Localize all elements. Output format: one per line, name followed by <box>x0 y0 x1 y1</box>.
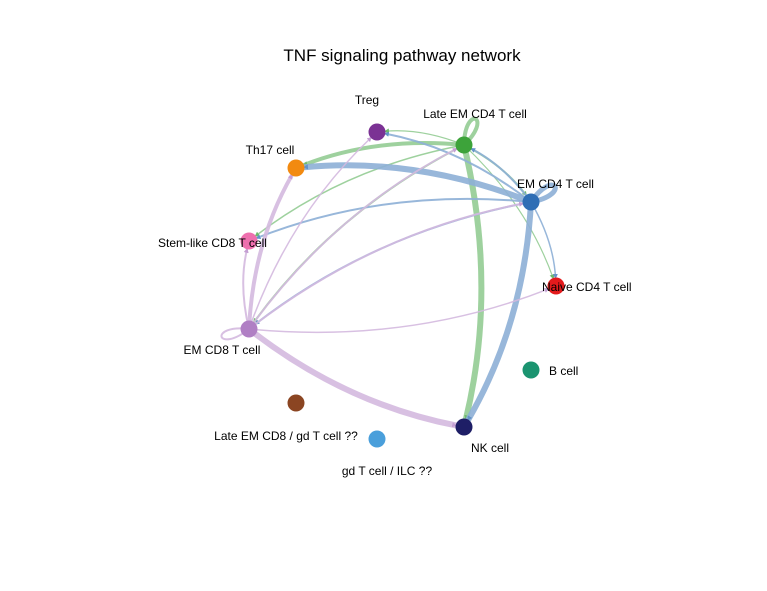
edge-late_em_cd4-to-late_em_cd4 <box>462 116 480 147</box>
node-gd-ilc <box>368 430 386 448</box>
edge-em_cd8-to-th17 <box>247 172 295 331</box>
edge-em_cd4-to-stem_cd8 <box>255 197 532 240</box>
node-layer <box>240 123 565 448</box>
node-late-em-cd4 <box>455 136 473 154</box>
edge-em_cd4-to-nk <box>465 199 534 424</box>
node-em-cd4 <box>522 193 540 211</box>
node-label-b-cell: B cell <box>549 364 578 378</box>
edge-em_cd8-to-late_em_cd4 <box>248 147 458 330</box>
edge-em_cd8-to-stem_cd8 <box>242 247 250 330</box>
node-b-cell <box>522 361 540 379</box>
label-layer: Treg Late EM CD4 T cell Th17 cell EM CD4 T … <box>158 93 632 478</box>
edge-em_cd4-to-naive_cd4 <box>530 201 558 280</box>
edge-em_cd4-to-em_cd8 <box>254 201 532 326</box>
edge-late_em_cd4-to-naive_cd4 <box>463 144 555 280</box>
node-label-naive-cd4: Naive CD4 T cell <box>542 280 632 294</box>
edge-em_cd8-to-treg <box>248 136 372 330</box>
node-nk <box>455 418 473 436</box>
node-label-nk: NK cell <box>471 441 509 455</box>
node-label-late-em-cd4: Late EM CD4 T cell <box>423 107 527 121</box>
edge-layer <box>220 116 558 429</box>
edge-em_cd4-to-treg <box>383 131 532 203</box>
node-th17 <box>287 159 305 177</box>
node-label-late-em-cd8-gd: Late EM CD8 / gd T cell ?? <box>214 429 358 443</box>
edge-em_cd4-to-late_em_cd4 <box>470 147 532 203</box>
edge-late_em_cd4-to-th17 <box>301 140 466 168</box>
edge-em_cd8-to-em_cd4 <box>248 201 525 330</box>
edge-em_cd4-to-em_cd4 <box>528 182 558 205</box>
node-label-em-cd4: EM CD4 T cell <box>517 177 594 191</box>
node-treg <box>368 123 386 141</box>
node-label-gd-ilc: gd T cell / ILC ?? <box>342 464 433 478</box>
edge-em_cd8-to-naive_cd4 <box>248 288 550 334</box>
node-stem-cd8 <box>240 232 258 250</box>
node-em-cd8 <box>240 320 258 338</box>
edge-late_em_cd4-to-treg <box>383 128 465 146</box>
edge-late_em_cd4-to-stem_cd8 <box>254 144 465 237</box>
node-label-em-cd8: EM CD8 T cell <box>184 343 261 357</box>
edge-em_cd8-to-nk <box>246 326 460 429</box>
node-label-th17: Th17 cell <box>246 143 295 157</box>
node-naive-cd4 <box>547 277 565 295</box>
node-late-em-cd8-gd <box>287 394 305 412</box>
node-label-treg: Treg <box>355 93 379 107</box>
node-label-stem-cd8: Stem-like CD8 T cell <box>158 236 267 250</box>
diagram-title: TNF signaling pathway network <box>283 46 521 65</box>
edge-em_cd8-to-em_cd8 <box>220 327 250 341</box>
